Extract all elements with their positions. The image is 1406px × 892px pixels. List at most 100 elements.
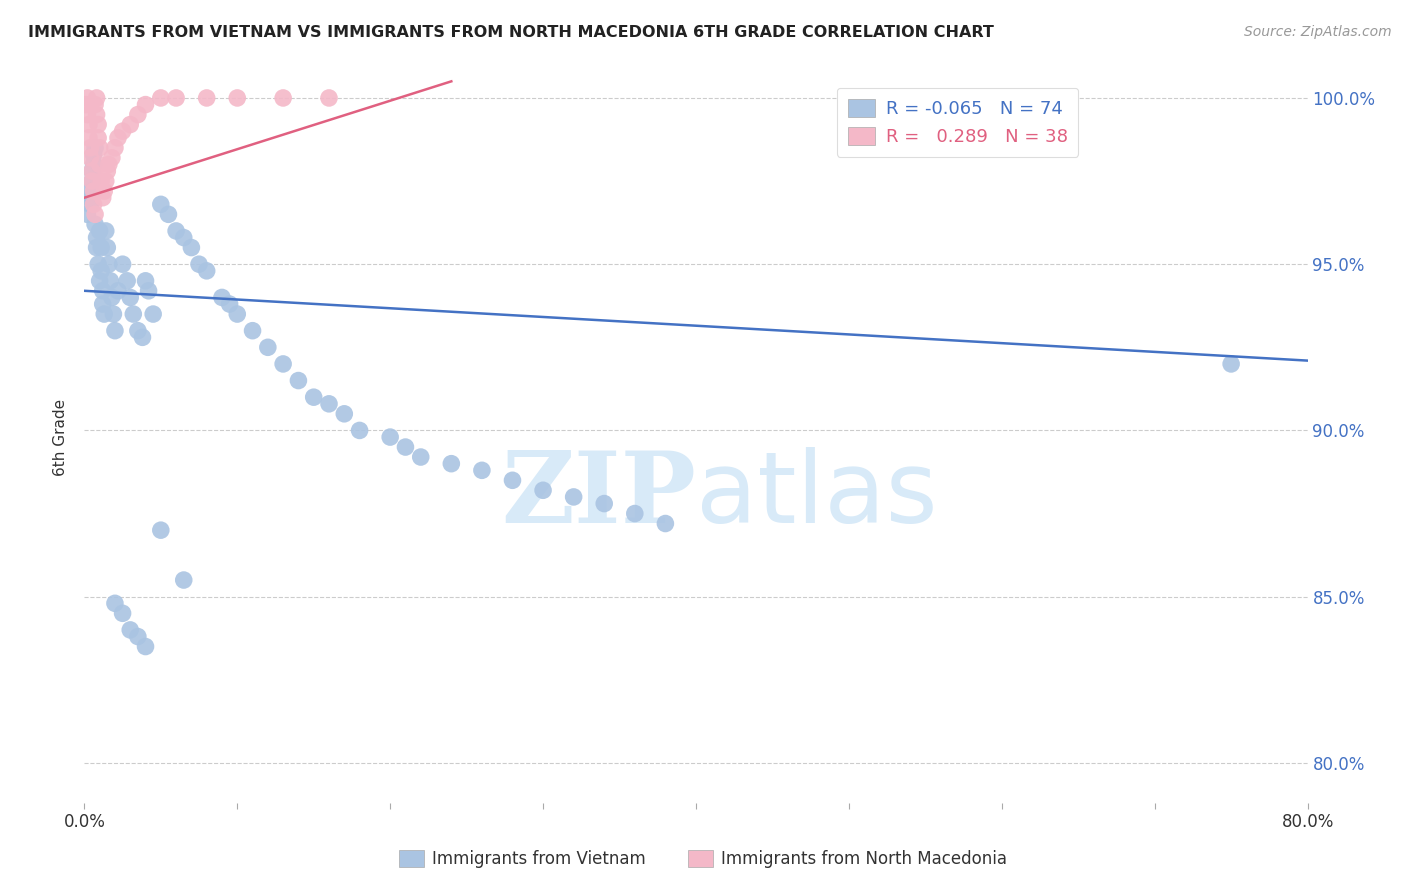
Text: ZIP: ZIP xyxy=(501,447,696,544)
Point xyxy=(98,274,121,288)
Point xyxy=(211,290,233,304)
Point xyxy=(195,91,218,105)
Point xyxy=(242,324,264,338)
Point xyxy=(97,257,120,271)
Point xyxy=(77,191,100,205)
Point xyxy=(149,91,172,105)
Point xyxy=(87,118,110,132)
Point xyxy=(142,307,165,321)
Point xyxy=(77,131,100,145)
Point xyxy=(76,207,98,221)
Point xyxy=(87,257,110,271)
Point xyxy=(349,424,371,438)
Point xyxy=(93,307,115,321)
Point xyxy=(127,107,149,121)
Point xyxy=(86,230,108,244)
Point xyxy=(120,623,142,637)
Point xyxy=(83,184,105,198)
Point xyxy=(89,224,111,238)
Point xyxy=(593,497,616,511)
Point xyxy=(165,224,187,238)
Point xyxy=(115,274,138,288)
Point xyxy=(90,174,112,188)
Point xyxy=(127,630,149,644)
Text: IMMIGRANTS FROM VIETNAM VS IMMIGRANTS FROM NORTH MACEDONIA 6TH GRADE CORRELATION: IMMIGRANTS FROM VIETNAM VS IMMIGRANTS FR… xyxy=(28,25,994,40)
Point xyxy=(135,274,157,288)
Point xyxy=(94,174,117,188)
Point xyxy=(195,264,218,278)
Point xyxy=(90,264,112,278)
Y-axis label: 6th Grade: 6th Grade xyxy=(53,399,69,475)
Point xyxy=(471,463,494,477)
Point xyxy=(188,257,211,271)
Point xyxy=(83,157,105,171)
Point xyxy=(76,91,98,105)
Point xyxy=(83,197,105,211)
Point xyxy=(409,450,432,464)
Point xyxy=(91,284,114,298)
Point xyxy=(318,91,340,105)
Point xyxy=(76,107,98,121)
Point xyxy=(89,274,111,288)
Point xyxy=(502,473,524,487)
Point xyxy=(75,97,97,112)
Point xyxy=(271,357,294,371)
Point xyxy=(83,147,105,161)
Point xyxy=(104,324,127,338)
Point xyxy=(165,91,187,105)
Point xyxy=(394,440,416,454)
Point xyxy=(318,397,340,411)
Point xyxy=(111,257,134,271)
Point xyxy=(103,307,125,321)
Point xyxy=(104,596,127,610)
Point xyxy=(89,141,111,155)
Point xyxy=(226,307,249,321)
Point xyxy=(302,390,325,404)
Point xyxy=(101,290,124,304)
Point xyxy=(79,141,101,155)
Text: Source: ZipAtlas.com: Source: ZipAtlas.com xyxy=(1244,25,1392,39)
Point xyxy=(104,141,127,155)
Point xyxy=(173,573,195,587)
Point xyxy=(173,230,195,244)
Point xyxy=(96,241,118,255)
Point xyxy=(218,297,240,311)
Point xyxy=(89,157,111,171)
Point xyxy=(562,490,585,504)
Point xyxy=(131,330,153,344)
Point xyxy=(91,191,114,205)
Point xyxy=(226,91,249,105)
Point xyxy=(97,157,120,171)
Point xyxy=(96,164,118,178)
Point xyxy=(86,91,108,105)
Point xyxy=(135,97,157,112)
Legend: Immigrants from Vietnam, Immigrants from North Macedonia: Immigrants from Vietnam, Immigrants from… xyxy=(392,843,1014,875)
Point xyxy=(84,207,107,221)
Point xyxy=(101,151,124,165)
Point xyxy=(91,297,114,311)
Point xyxy=(94,224,117,238)
Point xyxy=(80,164,103,178)
Point xyxy=(80,174,103,188)
Point xyxy=(654,516,676,531)
Point xyxy=(93,184,115,198)
Point xyxy=(1220,357,1243,371)
Point xyxy=(90,241,112,255)
Point xyxy=(149,197,172,211)
Point xyxy=(157,207,180,221)
Point xyxy=(84,141,107,155)
Point xyxy=(287,374,309,388)
Point xyxy=(107,131,129,145)
Point xyxy=(79,151,101,165)
Point xyxy=(333,407,356,421)
Point xyxy=(84,217,107,231)
Point xyxy=(86,107,108,121)
Point xyxy=(380,430,402,444)
Point xyxy=(122,307,145,321)
Point xyxy=(531,483,554,498)
Point xyxy=(87,131,110,145)
Point xyxy=(149,523,172,537)
Point xyxy=(80,174,103,188)
Point xyxy=(79,197,101,211)
Point xyxy=(111,124,134,138)
